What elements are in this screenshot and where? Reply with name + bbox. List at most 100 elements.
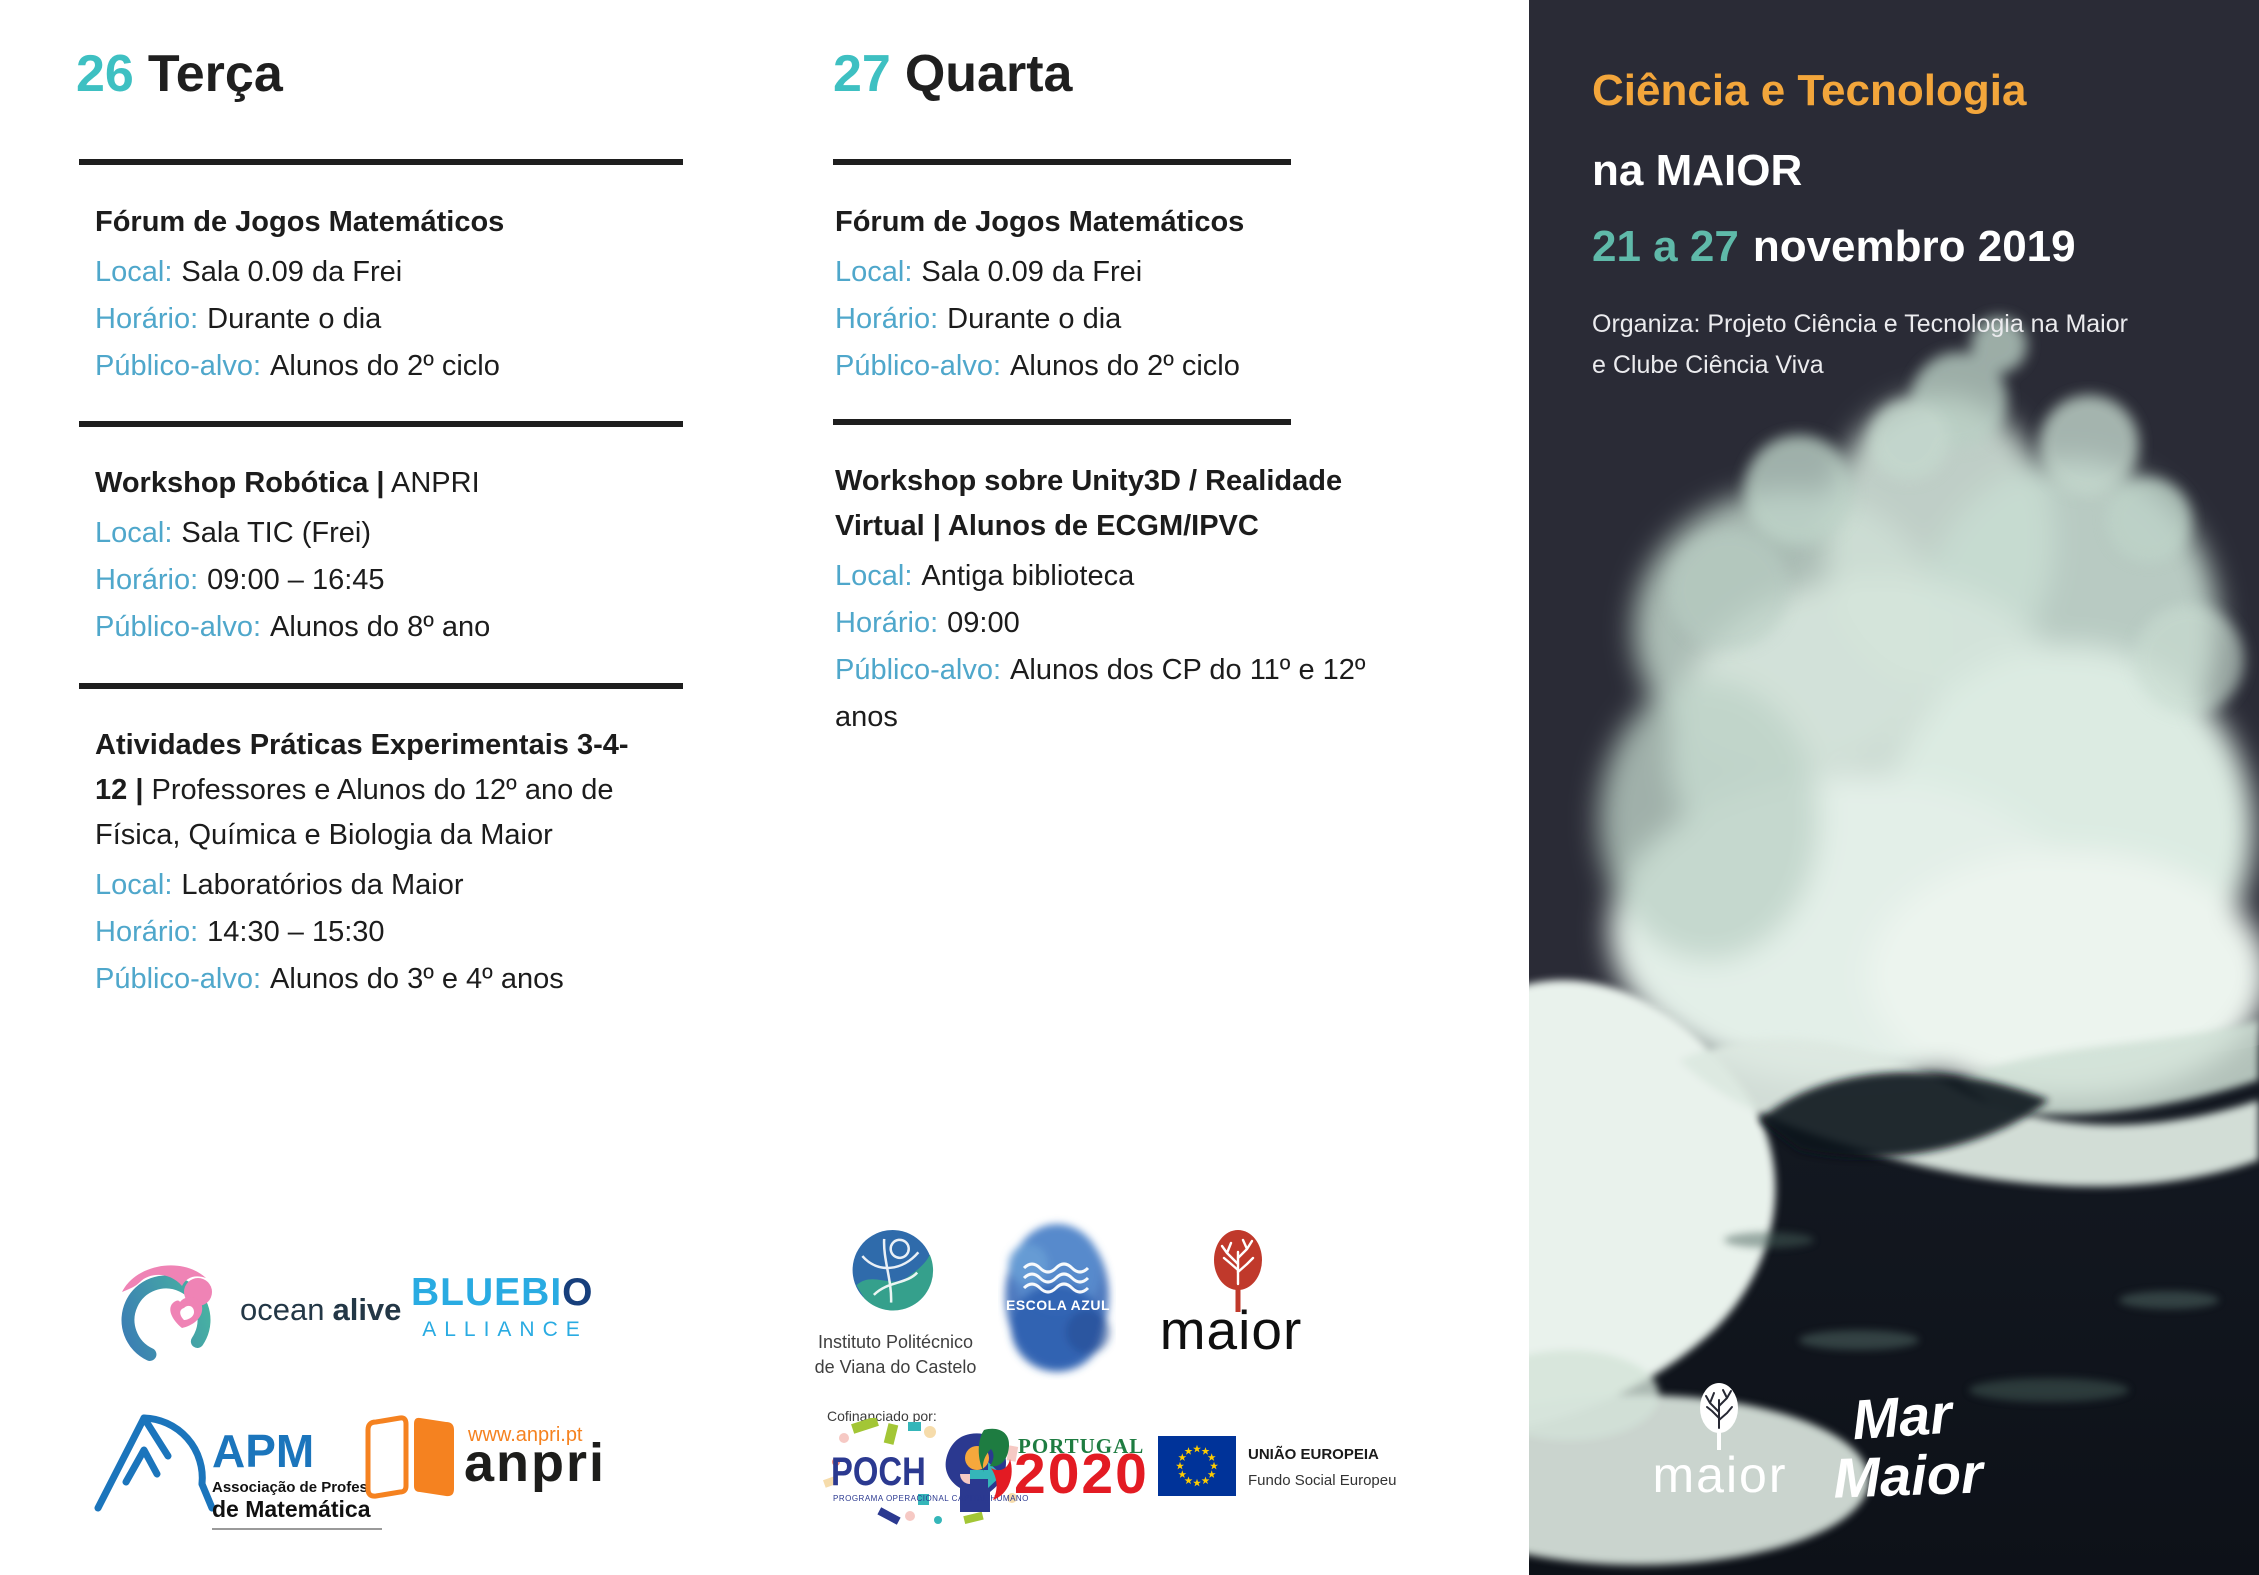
local-value: Laboratórios da Maior [181,869,464,901]
panel-title-line1: Ciência e Tecnologia [1592,66,2027,115]
event-title-bold: Workshop Robótica | [95,467,385,499]
apm-wordmark: APM Associação de Professores de Matemát… [212,1425,408,1530]
day-header-middle: 27 Quarta [833,44,1072,104]
event-title-bold: Workshop sobre Unity3D / Realidade Virtu… [835,465,1343,542]
maior-red-icon [1214,1230,1262,1312]
ipvc-line1: Instituto Politécnico [817,1332,974,1352]
ocean-alive-icon [121,1265,212,1365]
event-local-row: Local: Laboratórios da Maior [95,862,630,909]
anpri-url: www.anpri.pt [468,1424,583,1446]
event-local-row: Local: Sala 0.09 da Frei [95,249,630,296]
divider [79,159,683,165]
event-horario-row: Horário: 09:00 [835,600,1383,647]
bluebio-o: O [562,1271,594,1314]
ocean-wave-photo [1529,0,2259,1575]
event-title: Atividades Práticas Experimentais 3-4-12… [95,723,630,858]
local-label: Local: [95,869,173,901]
eu-flag-icon [1158,1436,1236,1496]
horario-label: Horário: [95,564,199,596]
event-publico-row: Público-alvo: Alunos dos CP do 11º e 12º … [835,647,1383,741]
horario-value: Durante o dia [947,303,1122,335]
escola-azul-wordmark: ESCOLA AZUL [1005,1297,1110,1313]
eu-line1: UNIÃO EUROPEIA [1248,1446,1379,1463]
organizer-line1: Organiza: Projeto Ciência e Tecnologia n… [1592,310,2128,338]
divider [833,419,1291,425]
apm-line2: de Matemática [212,1496,382,1530]
poch-wordmark: POCH [831,1450,926,1494]
portugal-2020-line1: PORTUGAL [1018,1434,1145,1458]
panel-title-line2: na MAIOR [1592,146,1803,195]
event-card: Workshop Robótica | ANPRI Local: Sala TIC… [95,461,630,651]
event-local-row: Local: Sala 0.09 da Frei [835,249,1370,296]
publico-value: Alunos do 8º ano [270,611,491,643]
horario-label: Horário: [835,303,939,335]
event-local-row: Local: Antiga biblioteca [835,553,1383,600]
maior-footer-wordmark: maior [1652,1447,1788,1503]
local-label: Local: [95,517,173,549]
panel-title-line3: 21 a 27 novembro 2019 [1592,222,2076,272]
event-publico-row: Público-alvo: Alunos do 2º ciclo [95,343,630,390]
event-publico-row: Público-alvo: Alunos do 2º ciclo [835,343,1370,390]
day-number: 27 [833,45,891,103]
event-title-rest: Professores e Alunos do 12º ano de Físic… [95,774,614,851]
portugal-2020-line2: 2020 [1014,1442,1149,1506]
ipvc-line2: de Viana do Castelo [814,1357,977,1377]
ipvc-caption: Instituto Politécnico de Viana do Castel… [813,1330,978,1380]
bluebio-wordmark: BLUEBIO ALLIANCE [411,1271,594,1342]
organizer-line2: e Clube Ciência Viva [1592,351,1824,379]
apm-icon [94,1414,216,1512]
escola-azul-icon [1005,1224,1110,1372]
apm-acronym: APM [212,1425,315,1477]
divider [79,421,683,427]
horario-value: Durante o dia [207,303,382,335]
cofinanciado-label: Cofinanciado por: [827,1408,937,1424]
day-name: Terça [147,45,283,103]
publico-label: Público-alvo: [95,611,262,643]
local-label: Local: [835,560,913,592]
horario-value: 09:00 – 16:45 [207,564,385,596]
day-name: Quarta [904,45,1073,103]
publico-value: Alunos do 2º ciclo [1010,350,1240,382]
portugal-2020-icon [978,1428,1012,1500]
event-title-bold: Fórum de Jogos Matemáticos [835,206,1245,238]
ocean-alive-wordmark: ocean alive [240,1292,401,1328]
bluebio-line2: ALLIANCE [422,1317,588,1341]
apm-line1: Associação de Professores [212,1479,408,1496]
publico-label: Público-alvo: [95,350,262,382]
publico-label: Público-alvo: [835,654,1002,686]
event-horario-row: Horário: 09:00 – 16:45 [95,557,630,604]
bluebio-text: BLUEBI [411,1271,563,1314]
ocean-alive-word1: ocean [240,1292,325,1327]
event-publico-row: Público-alvo: Alunos do 3º e 4º anos [95,956,630,1003]
horario-label: Horário: [95,303,199,335]
anpri-icon [365,1415,454,1499]
poch-subtitle: PROGRAMA OPERACIONAL CAPITAL HUMANO [833,1494,1029,1503]
day-header-left: 26 Terça [76,44,283,104]
local-value: Sala TIC (Frei) [181,517,371,549]
local-value: Sala 0.09 da Frei [181,256,403,288]
publico-value: Alunos dos CP do 11º e 12º anos [835,654,1366,733]
event-publico-row: Público-alvo: Alunos do 8º ano [95,604,630,651]
day-number: 26 [76,45,134,103]
divider [79,683,683,689]
divider [833,159,1291,165]
ipvc-icon [852,1230,934,1311]
event-title: Fórum de Jogos Matemáticos [95,200,630,245]
horario-value: 14:30 – 15:30 [207,916,385,948]
publico-label: Público-alvo: [835,350,1002,382]
poch-icon [822,1418,1019,1525]
local-value: Antiga biblioteca [921,560,1135,592]
horario-label: Horário: [95,916,199,948]
horario-label: Horário: [835,607,939,639]
ocean-alive-word2: alive [332,1292,402,1327]
event-card: Workshop sobre Unity3D / Realidade Virtu… [835,459,1383,741]
event-title: Fórum de Jogos Matemáticos [835,200,1370,245]
event-horario-row: Horário: Durante o dia [95,296,630,343]
maior-tree-icon [1700,1383,1738,1450]
publico-value: Alunos do 2º ciclo [270,350,500,382]
local-label: Local: [835,256,913,288]
event-horario-row: Horário: 14:30 – 15:30 [95,909,630,956]
eu-line2: Fundo Social Europeu [1248,1472,1397,1489]
publico-value: Alunos do 3º e 4º anos [270,963,564,995]
